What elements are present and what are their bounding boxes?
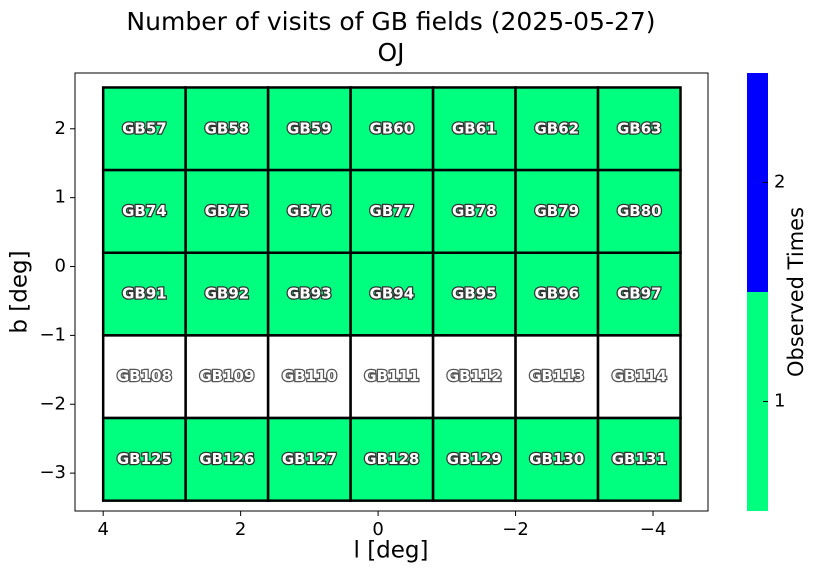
- colorbar-tick-label: 2: [774, 172, 785, 193]
- field-label: GB130: [529, 450, 584, 468]
- y-tick-label: −3: [39, 462, 66, 483]
- y-tick-label: 1: [55, 187, 66, 208]
- field-cell: [431, 334, 517, 420]
- y-axis-label: b [deg]: [7, 250, 33, 333]
- field-label: GB59: [287, 119, 332, 137]
- field-label: GB61: [452, 119, 497, 137]
- x-tick-label: −4: [640, 519, 667, 540]
- x-tick-label: 4: [97, 519, 108, 540]
- field-label: GB113: [529, 367, 584, 385]
- field-label: GB108: [117, 367, 172, 385]
- field-cell: [184, 251, 270, 337]
- field-cell: [349, 416, 435, 502]
- field-cell: [596, 416, 682, 502]
- field-label: GB93: [287, 285, 332, 303]
- field-label: GB131: [612, 450, 667, 468]
- field-label: GB128: [364, 450, 419, 468]
- field-cell: [101, 168, 187, 254]
- field-label: GB110: [282, 367, 337, 385]
- field-cell: [266, 251, 352, 337]
- field-label: GB129: [447, 450, 502, 468]
- field-label: GB92: [205, 285, 250, 303]
- field-label: GB96: [534, 285, 579, 303]
- y-tick-label: 0: [55, 256, 66, 277]
- field-cell: [101, 251, 187, 337]
- colorbar-label: Observed Times: [784, 207, 808, 377]
- field-label: GB95: [452, 285, 497, 303]
- field-label: GB80: [617, 202, 662, 220]
- field-label: GB60: [370, 119, 415, 137]
- field-label: GB109: [199, 367, 254, 385]
- field-label: GB112: [447, 367, 502, 385]
- colorbar-segment: [747, 73, 768, 292]
- chart-title: Number of visits of GB fields (2025-05-2…: [126, 7, 655, 36]
- x-tick-label: 2: [235, 519, 246, 540]
- field-cell: [596, 168, 682, 254]
- field-cell: [184, 416, 270, 502]
- field-label: GB114: [612, 367, 667, 385]
- colorbar-segment: [747, 292, 768, 511]
- field-cell: [101, 334, 187, 420]
- field-label: GB78: [452, 202, 497, 220]
- y-tick-label: −1: [39, 324, 66, 345]
- field-label: GB125: [117, 450, 172, 468]
- field-cell: [431, 168, 517, 254]
- field-label: GB57: [122, 119, 167, 137]
- field-label: GB62: [534, 119, 579, 137]
- field-label: GB91: [122, 285, 167, 303]
- x-tick-label: 0: [372, 519, 383, 540]
- field-cell: [101, 416, 187, 502]
- field-label: GB58: [205, 119, 250, 137]
- x-axis-label: l [deg]: [354, 538, 429, 564]
- y-tick-label: −2: [39, 393, 66, 414]
- field-label: GB77: [370, 202, 415, 220]
- colorbar-tick-label: 1: [774, 391, 785, 412]
- field-label: GB97: [617, 285, 662, 303]
- field-label: GB79: [534, 202, 579, 220]
- field-cell: [514, 86, 600, 172]
- field-label: GB75: [205, 202, 250, 220]
- field-cell: [266, 416, 352, 502]
- field-cell: [184, 168, 270, 254]
- x-tick-label: −2: [502, 519, 529, 540]
- field-cell: [514, 334, 600, 420]
- field-cell: [596, 86, 682, 172]
- y-tick-label: 2: [55, 118, 66, 139]
- field-label: GB127: [282, 450, 337, 468]
- chart-subtitle: OJ: [377, 38, 404, 67]
- field-cell: [349, 168, 435, 254]
- field-label: GB94: [370, 285, 415, 303]
- field-label: GB74: [122, 202, 167, 220]
- field-label: GB126: [199, 450, 254, 468]
- field-cell: [349, 86, 435, 172]
- field-label: GB111: [364, 367, 419, 385]
- field-label: GB63: [617, 119, 662, 137]
- field-label: GB76: [287, 202, 332, 220]
- field-cell: [514, 251, 600, 337]
- field-cell: [184, 334, 270, 420]
- plot-frame: [74, 72, 709, 512]
